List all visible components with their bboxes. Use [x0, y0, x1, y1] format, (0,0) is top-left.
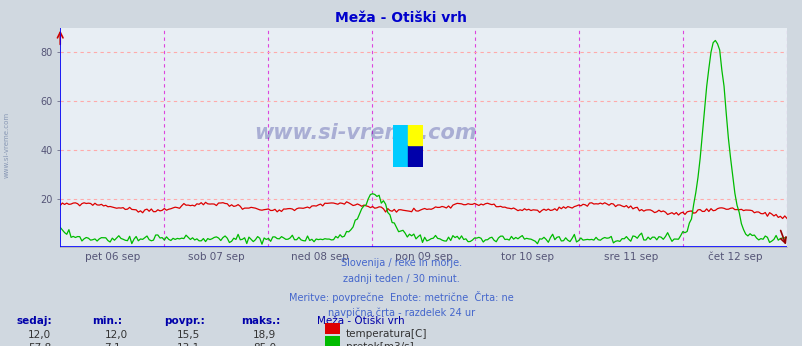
Text: navpična črta - razdelek 24 ur: navpična črta - razdelek 24 ur — [327, 308, 475, 318]
Text: 57,8: 57,8 — [28, 343, 51, 346]
Text: maks.:: maks.: — [241, 316, 280, 326]
Text: Meža - Otiški vrh: Meža - Otiški vrh — [335, 11, 467, 25]
Text: povpr.:: povpr.: — [164, 316, 205, 326]
Text: 12,0: 12,0 — [28, 330, 51, 340]
Text: 18,9: 18,9 — [253, 330, 276, 340]
Text: Slovenija / reke in morje.: Slovenija / reke in morje. — [341, 258, 461, 268]
Text: zadnji teden / 30 minut.: zadnji teden / 30 minut. — [342, 274, 460, 284]
Text: 7,1: 7,1 — [104, 343, 121, 346]
Text: temperatura[C]: temperatura[C] — [346, 329, 427, 339]
Text: Meritve: povprečne  Enote: metrične  Črta: ne: Meritve: povprečne Enote: metrične Črta:… — [289, 291, 513, 303]
Text: 85,0: 85,0 — [253, 343, 276, 346]
Text: Meža - Otiški vrh: Meža - Otiški vrh — [317, 316, 404, 326]
Text: 13,1: 13,1 — [176, 343, 200, 346]
Text: 15,5: 15,5 — [176, 330, 200, 340]
Text: www.si-vreme.com: www.si-vreme.com — [253, 123, 476, 143]
Text: pretok[m3/s]: pretok[m3/s] — [346, 342, 413, 346]
Text: 12,0: 12,0 — [104, 330, 128, 340]
Text: sedaj:: sedaj: — [16, 316, 51, 326]
Text: min.:: min.: — [92, 316, 122, 326]
Text: www.si-vreme.com: www.si-vreme.com — [3, 112, 10, 179]
